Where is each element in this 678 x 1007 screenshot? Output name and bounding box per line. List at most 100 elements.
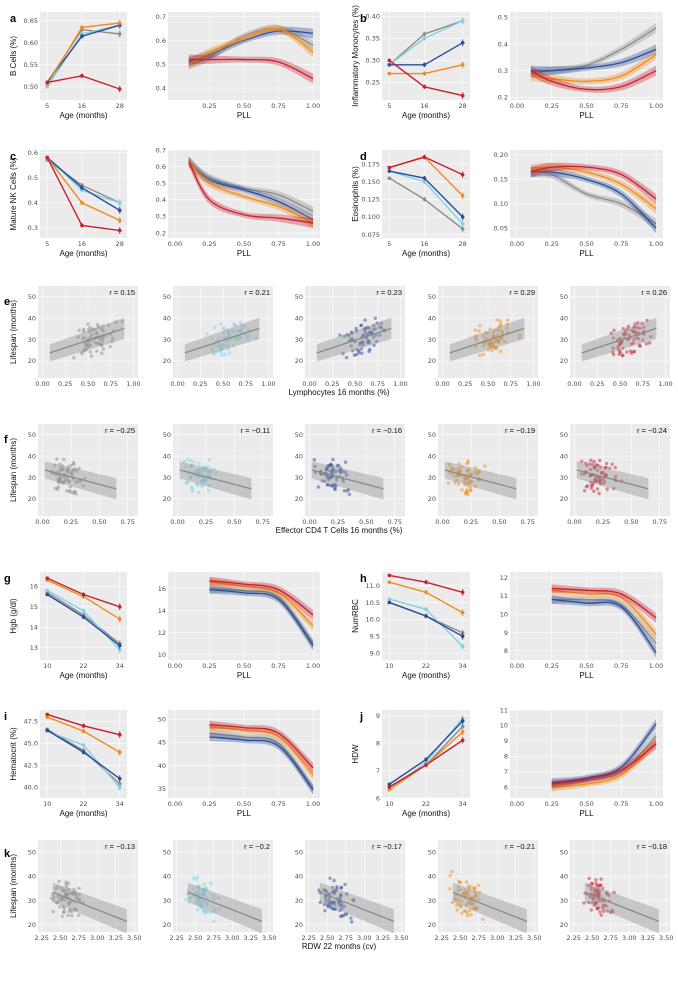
y-tick-label: 30: [295, 336, 303, 344]
scatter-point: [450, 466, 454, 470]
x-tick-label: 0.75: [256, 518, 270, 526]
data-point: [80, 223, 84, 228]
x-axis-label: PLL: [237, 809, 252, 818]
y-tick-label: 40: [28, 314, 36, 322]
scatter-point: [207, 483, 211, 488]
scatter-point: [360, 351, 364, 355]
smooth-line-grey: [551, 598, 657, 644]
scatter-point: [601, 906, 605, 911]
x-tick-label: 0.00: [302, 380, 316, 388]
scatter-point: [213, 325, 217, 330]
scatter-point: [625, 327, 630, 331]
scatter-point: [627, 333, 632, 337]
scatter-point: [462, 888, 467, 892]
scatter-point: [90, 333, 94, 337]
scatter-point: [625, 350, 629, 354]
scatter-point: [499, 329, 503, 333]
scatter-point: [354, 329, 359, 333]
regression-line: [576, 469, 649, 490]
data-point: [45, 155, 50, 160]
scatter-point: [593, 890, 598, 894]
scatter-point: [240, 324, 244, 328]
scatter-point: [447, 462, 452, 467]
scatter-point: [86, 327, 91, 332]
scatter-point: [80, 351, 84, 356]
smooth-line-grey: [188, 161, 314, 213]
scatter-point: [584, 485, 589, 489]
scatter-point: [196, 483, 200, 488]
scatter-point: [219, 322, 223, 326]
data-point: [424, 614, 428, 618]
x-tick-label: 34: [116, 662, 124, 670]
scatter-point: [186, 888, 191, 893]
scatter-point: [60, 897, 64, 901]
data-point: [422, 71, 427, 76]
scatter-point: [222, 344, 226, 348]
scatter-point: [66, 913, 70, 917]
data-point: [422, 155, 427, 159]
y-tick-label: 11: [500, 592, 508, 600]
scatter-point: [354, 352, 359, 357]
scatter-point: [62, 910, 66, 914]
y-tick-label: 45.0: [24, 740, 38, 748]
scatter-point: [492, 345, 496, 349]
scatter-point: [460, 488, 464, 492]
scatter-point: [466, 458, 470, 463]
scatter-point: [217, 906, 221, 911]
y-tick-label: 40: [163, 314, 171, 322]
scatter-point: [312, 458, 317, 462]
scatter-point: [53, 463, 57, 468]
confidence-band-red: [530, 162, 657, 204]
y-tick-label: 0.7: [156, 13, 166, 21]
scatter-point: [450, 471, 454, 476]
regression-band: [184, 317, 260, 362]
scatter-point: [101, 324, 105, 328]
scatter-point: [209, 910, 214, 914]
scatter-point: [495, 346, 499, 350]
scatter-point: [446, 481, 451, 485]
scatter-point: [465, 461, 469, 466]
x-tick-label: 0.75: [653, 518, 667, 526]
scatter-point: [204, 901, 209, 906]
correlation-label: r = −0.21: [505, 842, 535, 851]
data-point: [460, 172, 465, 177]
x-tick-label: 1.00: [649, 662, 663, 670]
x-tick-label: 0.25: [193, 380, 207, 388]
scatter-point: [323, 896, 328, 900]
y-tick-label: 0.5: [156, 180, 166, 188]
y-tick-label: 9.5: [370, 633, 380, 641]
x-tick-label: 0.00: [435, 518, 449, 526]
chart-j-pll: 6 7 8 9 10 11 0.00 0.25 0.50 0.75 1.00 PLL: [500, 706, 664, 818]
scatter-point: [590, 900, 595, 905]
x-tick-label: 0.25: [590, 380, 604, 388]
scatter-point: [88, 350, 93, 354]
scatter-point: [77, 328, 81, 332]
scatter-point: [633, 322, 637, 326]
y-tick-label: 0.5: [498, 14, 508, 22]
x-tick-label: 1.00: [306, 240, 320, 248]
scatter-point: [591, 480, 596, 485]
scatter-point: [328, 469, 332, 473]
data-point: [117, 643, 122, 648]
scatter-point: [65, 468, 69, 472]
scatter-point: [254, 336, 258, 341]
y-tick-label: 0.6: [156, 163, 166, 171]
scatter-point: [228, 351, 232, 355]
x-tick-label: 0.75: [614, 102, 628, 110]
panel-label-g: g: [4, 573, 11, 585]
scatter-point: [450, 900, 454, 905]
x-axis-label: Age (months): [402, 671, 450, 680]
regression-band: [581, 317, 657, 362]
regression-line: [179, 469, 252, 490]
data-point: [387, 573, 392, 578]
x-tick-label: 2.25: [434, 934, 448, 942]
scatter-point: [244, 334, 249, 338]
scatter-point: [518, 333, 522, 337]
x-tick-label: 2.75: [603, 934, 617, 942]
x-tick-label: 3.00: [225, 934, 239, 942]
scatter-point: [474, 344, 478, 349]
y-tick-label: 0.6: [28, 149, 38, 157]
scatter-point: [358, 342, 362, 347]
scatter-point: [464, 880, 469, 884]
panel-label-e: e: [4, 296, 10, 308]
